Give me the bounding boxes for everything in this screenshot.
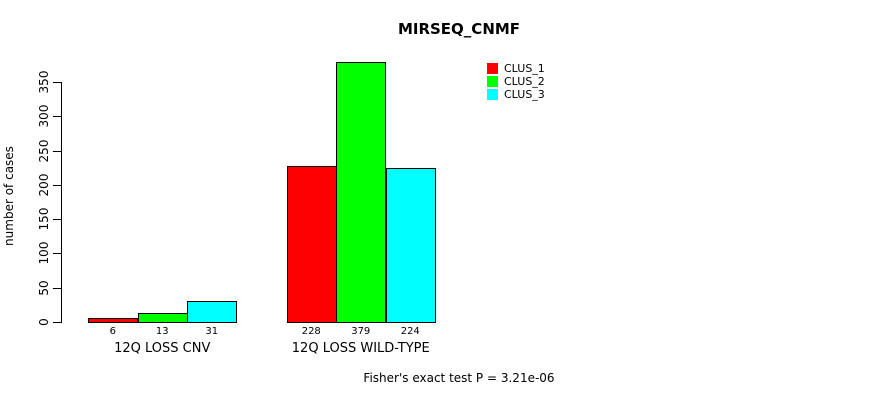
- legend-swatch-icon: [487, 63, 498, 74]
- x-category-label: 12Q LOSS CNV: [114, 341, 211, 356]
- y-axis-tick: [53, 150, 61, 152]
- y-axis-tick-label: 300: [37, 104, 51, 128]
- bar-value-label: 379: [351, 326, 371, 337]
- y-axis-tick-label: 200: [37, 173, 51, 197]
- legend-label: CLUS_1: [504, 62, 545, 75]
- y-axis-tick: [53, 253, 61, 255]
- legend-swatch-icon: [487, 89, 498, 100]
- legend-label: CLUS_3: [504, 88, 545, 101]
- bar-clus_3-2: [385, 168, 436, 323]
- y-axis-tick: [53, 82, 61, 83]
- bar-clus_3-1: [187, 300, 237, 323]
- y-axis-line: [61, 82, 62, 323]
- legend-item-clus_3: CLUS_3: [487, 89, 545, 100]
- chart-title: MIRSEQ_CNMF: [397, 20, 521, 38]
- bar-value-label: 224: [400, 326, 420, 337]
- fisher-test-annotation: Fisher's exact test P = 3.21e-06: [363, 371, 555, 385]
- bar-value-label: 13: [155, 326, 169, 337]
- y-axis-tick: [53, 219, 61, 221]
- bar-value-label: 228: [301, 326, 321, 337]
- y-axis-tick-label: 350: [37, 70, 51, 94]
- legend: CLUS_1 CLUS_2 CLUS_3: [487, 63, 545, 100]
- y-axis-tick: [53, 184, 61, 186]
- y-axis-tick-label: 100: [37, 241, 51, 265]
- legend-label: CLUS_2: [504, 75, 545, 88]
- legend-item-clus_1: CLUS_1: [487, 63, 545, 74]
- y-axis-tick-label: 0: [37, 318, 51, 326]
- bar-value-label: 6: [109, 326, 116, 337]
- bar-clus_1-2: [286, 165, 337, 323]
- bar-clus_2-2: [336, 62, 386, 323]
- legend-swatch-icon: [487, 76, 498, 87]
- bar-value-label: 31: [205, 326, 219, 337]
- y-axis-tick-label: 250: [37, 139, 51, 163]
- y-axis-tick: [53, 116, 61, 118]
- bar-clus_2-1: [137, 313, 188, 323]
- y-axis-label: number of cases: [2, 146, 16, 246]
- legend-item-clus_2: CLUS_2: [487, 76, 545, 87]
- y-axis-tick: [53, 322, 61, 323]
- y-axis-tick: [53, 287, 61, 289]
- y-axis-tick-label: 50: [37, 280, 51, 296]
- y-axis-tick-label: 150: [37, 207, 51, 231]
- x-category-label: 12Q LOSS WILD-TYPE: [291, 341, 430, 356]
- bar-clus_1-1: [88, 317, 138, 323]
